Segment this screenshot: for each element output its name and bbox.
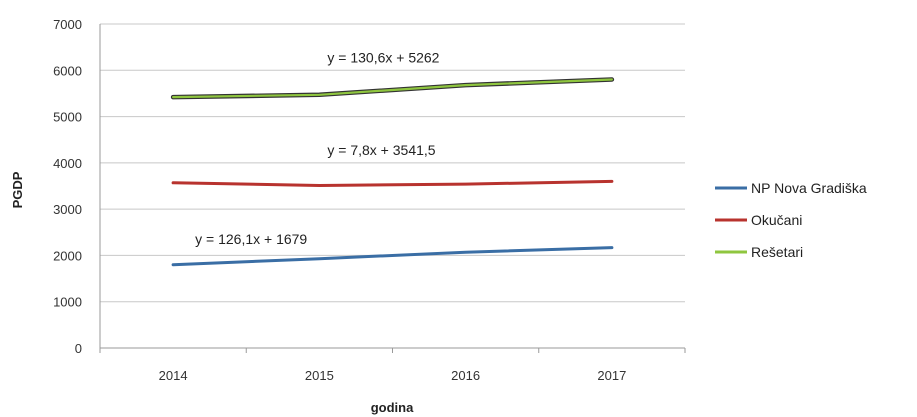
x-tick-label: 2014	[159, 368, 188, 383]
legend: NP Nova Gradiška Okučani Rešetari	[715, 180, 867, 260]
x-tick-label: 2016	[451, 368, 480, 383]
y-tick-label: 5000	[53, 110, 82, 125]
series-line	[171, 246, 614, 267]
x-axis-title: godina	[371, 400, 414, 415]
y-tick-label: 1000	[53, 295, 82, 310]
series-line	[171, 179, 614, 187]
legend-entry: Rešetari	[751, 244, 803, 260]
y-tick-label: 0	[75, 341, 82, 356]
y-axis-title: PGDP	[10, 171, 25, 208]
trendline-equations: y = 130,6x + 5262 y = 7,8x + 3541,5 y = 12…	[195, 49, 440, 246]
gridlines	[100, 23, 685, 303]
x-tick-label: 2017	[597, 368, 626, 383]
y-tick-label: 7000	[53, 17, 82, 32]
trendline-equation: y = 130,6x + 5262	[327, 49, 439, 65]
legend-entry: Okučani	[751, 212, 802, 228]
y-tick-label: 4000	[53, 156, 82, 171]
legend-entry: NP Nova Gradiška	[751, 180, 867, 196]
x-tick-label: 2015	[305, 368, 334, 383]
trendline-equation: y = 7,8x + 3541,5	[327, 142, 435, 158]
y-tick-label: 3000	[53, 202, 82, 217]
y-tick-label: 2000	[53, 248, 82, 263]
series-lines	[170, 77, 615, 267]
y-tick-label: 6000	[53, 63, 82, 78]
trendline-equation: y = 126,1x + 1679	[195, 231, 307, 247]
series-line	[172, 78, 614, 99]
axes: 0 1000 2000 3000 4000 5000 6000 7000 2014 2015 201…	[53, 17, 686, 383]
